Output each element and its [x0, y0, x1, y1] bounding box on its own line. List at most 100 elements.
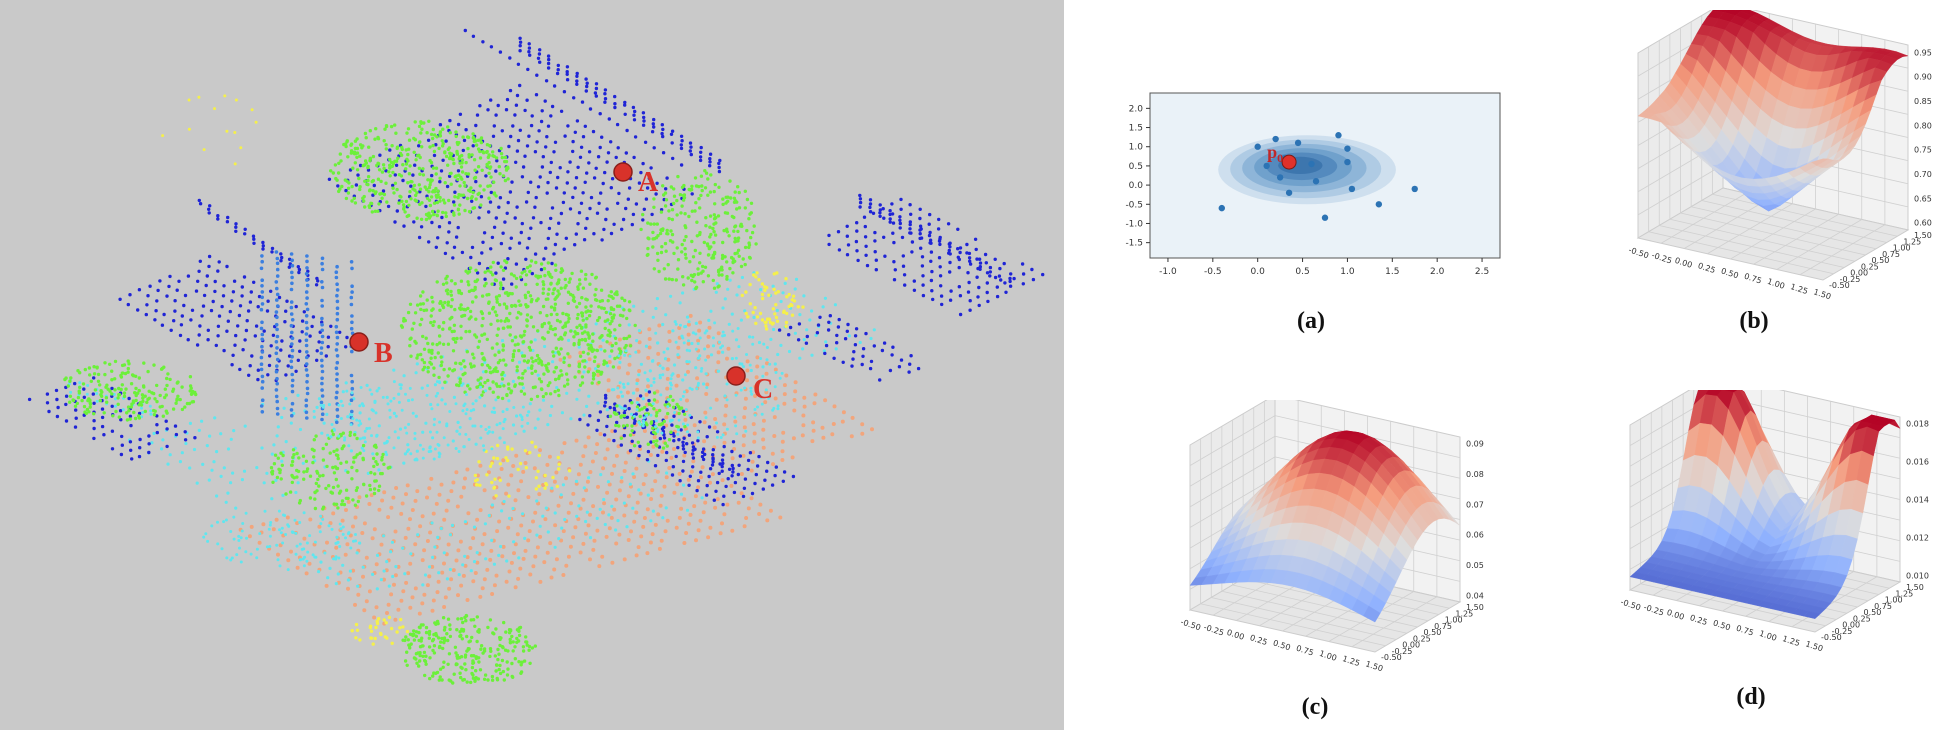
marker-b: B	[349, 332, 393, 369]
y-tick-label: 1.00	[1893, 244, 1911, 253]
y-tick-label: 0.00	[1850, 269, 1868, 278]
point-cluster	[612, 320, 784, 440]
point-cluster	[350, 615, 410, 646]
x-tick-label: 1.00	[1318, 649, 1338, 663]
y-tick-label: 1.50	[1466, 603, 1484, 612]
point-cluster	[238, 422, 783, 626]
x-tick-label: -0.50	[1179, 617, 1201, 632]
data-point	[1375, 201, 1383, 208]
point-cluster	[608, 391, 687, 450]
z-tick-label: 0.65	[1914, 194, 1932, 203]
point-cluster	[463, 28, 684, 167]
x-tick-label: 1.5	[1385, 267, 1399, 277]
point-cluster	[298, 459, 704, 591]
data-point	[1411, 185, 1418, 193]
y-tick-label: -0.50	[1829, 281, 1850, 290]
y-tick-label: 1.00	[1445, 616, 1463, 625]
y-tick-label: -0.50	[1381, 653, 1402, 662]
x-tick-label: 0.0	[1251, 267, 1266, 277]
point-cluster	[578, 390, 796, 507]
point-cluster	[274, 250, 280, 416]
point-cluster	[202, 509, 358, 572]
data-point	[1272, 135, 1279, 143]
marker-a: A	[613, 162, 659, 198]
z-tick-label: 0.018	[1906, 420, 1929, 429]
x-tick-label: 0.25	[1689, 613, 1709, 627]
y-tick-label: 0.25	[1861, 262, 1879, 271]
y-tick-label: 0.50	[1872, 256, 1890, 265]
kde-scatter-plot: p0-1.0 -0.5 0.0 0.5 1.0 1.5 2.0 2.52.01.51.00.5…	[1125, 92, 1501, 277]
marker-b-label: B	[374, 338, 393, 369]
data-point	[1344, 145, 1351, 152]
point-cluster	[329, 119, 510, 222]
y-tick-label: 1.25	[1903, 237, 1921, 246]
surface-plot-c: 0.090.080.070.060.050.04-0.50 -0.25 0.00 0.…	[1179, 394, 1484, 673]
z-tick-label: 0.09	[1466, 440, 1484, 449]
point-cluster	[304, 254, 310, 420]
y-tick-label: 0.00	[1842, 621, 1860, 630]
y-tick-label: 1.25	[1895, 589, 1913, 598]
point-cluster	[858, 193, 1013, 288]
point-cloud-canvas: A B C	[27, 28, 1045, 685]
y-tick-label: 0.0	[1129, 181, 1144, 191]
y-tick-label: -0.5	[1125, 200, 1143, 210]
z-tick-label: 0.70	[1914, 170, 1932, 179]
marker-a-dot	[613, 162, 633, 182]
x-tick-label: -0.50	[1619, 597, 1641, 612]
marker-a-label: A	[638, 167, 659, 198]
y-tick-label: 0.00	[1402, 641, 1420, 650]
point-cluster	[473, 440, 572, 498]
point-cloud-panel: A B C	[0, 0, 1064, 730]
data-point	[1335, 132, 1342, 139]
y-tick-label: 1.25	[1455, 609, 1473, 618]
subfigure-a: p0 -1.0 -0.5 0.0 0.5 1.0 1.5 2.0 2.5 2.0 1.5 1.0 0.5…	[1100, 80, 1510, 310]
y-tick-label: -0.50	[1821, 633, 1842, 642]
x-tick-label: 0.00	[1674, 256, 1694, 270]
x-tick-label: 0.00	[1226, 628, 1246, 642]
subfigure-d: 0.018 0.016 0.014 0.012 0.010 -0.50 -0.25 0.00 0…	[1600, 374, 1940, 680]
y-tick-label: -0.25	[1832, 627, 1853, 636]
x-tick-label: -0.25	[1203, 623, 1225, 638]
z-tick-label: 0.016	[1906, 458, 1929, 467]
z-tick-label: 0.04	[1466, 591, 1484, 600]
marker-c: C	[726, 366, 773, 405]
point-cluster	[161, 94, 258, 166]
y-tick-label: -1.5	[1125, 239, 1143, 249]
z-tick-label: 0.010	[1906, 571, 1929, 580]
y-tick-label: 0.75	[1882, 250, 1900, 259]
point-cluster	[639, 169, 758, 291]
z-tick-label: 0.012	[1906, 533, 1929, 542]
caption-d: (d)	[1736, 684, 1766, 710]
highlight-point-p0	[1281, 154, 1297, 170]
point-cluster	[289, 252, 295, 418]
point-cluster	[740, 271, 805, 331]
x-tick-label: 1.00	[1758, 629, 1778, 643]
x-tick-label: 0.50	[1272, 638, 1292, 652]
z-tick-label: 0.95	[1914, 48, 1932, 57]
x-tick-label: 0.5	[1295, 267, 1309, 277]
x-tick-label: -0.5	[1204, 267, 1222, 277]
z-tick-label: 0.05	[1466, 561, 1484, 570]
y-tick-label: 1.0	[1129, 143, 1144, 153]
caption-a: (a)	[1297, 308, 1325, 334]
surface	[1637, 3, 1909, 212]
x-tick-label: -0.25	[1651, 251, 1673, 266]
data-point	[1263, 162, 1270, 170]
surface	[1189, 430, 1461, 623]
caption-c: (c)	[1301, 694, 1329, 720]
data-point	[1218, 204, 1225, 212]
x-tick-label: 0.25	[1249, 633, 1269, 647]
z-tick-label: 0.85	[1914, 97, 1932, 106]
data-point	[1285, 189, 1293, 196]
z-tick-label: 0.80	[1914, 121, 1932, 130]
x-tick-label: 0.75	[1743, 272, 1763, 286]
x-tick-label: 0.00	[1666, 608, 1686, 622]
subfigure-b: 0.95 0.90 0.85 0.80 0.75 0.70 0.65 0.60 -0.50 -0.…	[1600, 2, 1940, 320]
x-tick-label: 1.25	[1781, 634, 1801, 648]
point-cluster	[777, 314, 921, 382]
data-point	[1312, 178, 1320, 185]
data-point	[1294, 139, 1302, 147]
y-tick-label: 1.50	[1914, 231, 1932, 240]
y-tick-label: 0.75	[1434, 622, 1452, 631]
